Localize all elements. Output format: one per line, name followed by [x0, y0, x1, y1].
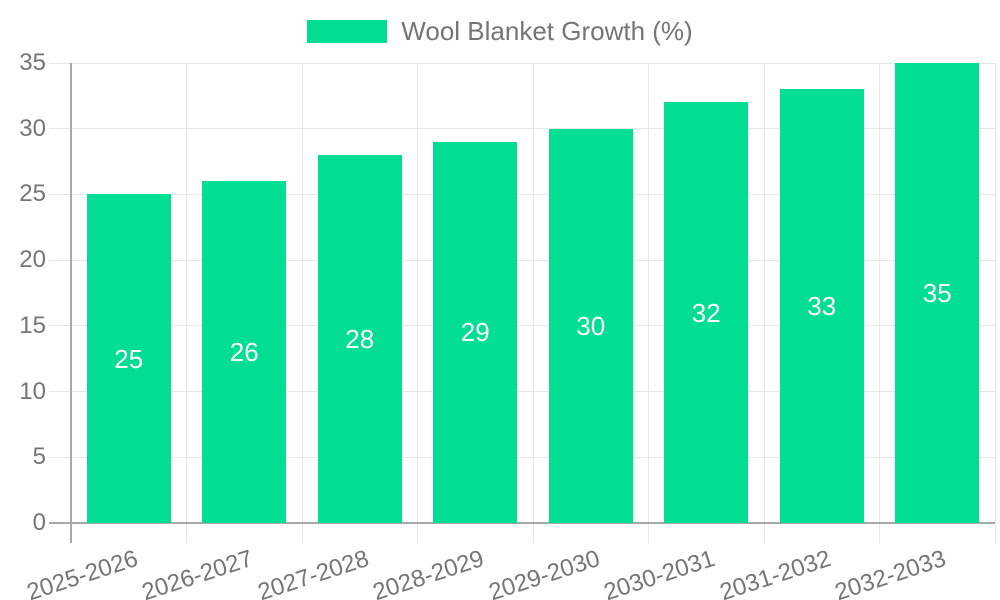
legend-label[interactable]: Wool Blanket Growth (%): [401, 16, 693, 46]
x-axis-tick: [648, 523, 649, 543]
bar-value-label: 26: [229, 337, 259, 368]
x-gridline: [879, 63, 880, 523]
bar-value-label: 32: [691, 297, 721, 328]
y-gridline: [49, 128, 995, 130]
x-axis-tick: [186, 523, 187, 543]
y-axis-tick-label: 30: [19, 114, 46, 142]
x-axis-category-label: 2030-2031: [601, 545, 719, 600]
x-axis-category-label: 2027-2028: [254, 545, 373, 600]
x-axis-tick: [301, 523, 303, 543]
bar-value-label: 25: [114, 343, 144, 374]
x-axis-tick: [417, 523, 418, 543]
bar[interactable]: 28: [317, 155, 402, 523]
x-axis-category-label: 2028-2029: [370, 545, 488, 600]
bar[interactable]: 35: [895, 63, 980, 523]
x-axis-category-label: 2032-2033: [832, 545, 950, 600]
x-axis-category-label: 2031-2032: [716, 545, 835, 600]
y-axis-tick-label: 5: [32, 443, 46, 471]
x-gridline: [186, 63, 187, 523]
y-gridline: [49, 456, 995, 458]
bar-value-label: 30: [576, 310, 606, 341]
legend[interactable]: Wool Blanket Growth (%): [0, 16, 1000, 47]
x-gridline: [648, 63, 649, 523]
y-axis-tick-label: 25: [19, 180, 46, 208]
bar[interactable]: 25: [86, 194, 171, 523]
bar-value-label: 33: [807, 291, 837, 322]
bar[interactable]: 26: [202, 181, 287, 523]
bar-value-label: 35: [922, 278, 952, 308]
bar[interactable]: 30: [548, 128, 633, 523]
bar[interactable]: 29: [433, 141, 518, 523]
x-gridline: [994, 63, 996, 523]
x-gridline: [417, 63, 418, 523]
y-gridline: [49, 193, 995, 195]
y-gridline: [49, 259, 995, 261]
y-gridline: [49, 62, 995, 64]
y-gridline: [49, 391, 995, 393]
y-axis-tick-label: 0: [32, 509, 46, 536]
y-gridline: [49, 325, 995, 327]
y-axis-tick-label: 15: [19, 311, 46, 339]
x-axis-category-label: 2025-2026: [23, 545, 142, 600]
x-gridline: [301, 63, 303, 523]
bar-value-label: 28: [345, 324, 375, 354]
x-axis-category-label: 2026-2027: [139, 545, 257, 600]
bar-value-label: 29: [460, 317, 490, 348]
x-axis-tick: [994, 523, 996, 543]
x-gridline: [763, 63, 765, 523]
y-axis-tick-label: 10: [19, 377, 46, 405]
x-axis-tick: [532, 523, 534, 543]
x-axis-category-label: 2029-2030: [485, 545, 604, 600]
x-axis-tick: [763, 523, 765, 543]
y-axis-tick-label: 20: [19, 246, 46, 274]
bar[interactable]: 33: [779, 89, 864, 523]
legend-swatch[interactable]: [307, 20, 388, 43]
x-axis-tick: [879, 523, 880, 543]
y-axis-tick-label: 35: [19, 49, 46, 76]
y-axis-line: [70, 63, 72, 543]
bar[interactable]: 32: [664, 102, 749, 523]
x-gridline: [532, 63, 534, 523]
x-axis-line: [49, 522, 995, 524]
